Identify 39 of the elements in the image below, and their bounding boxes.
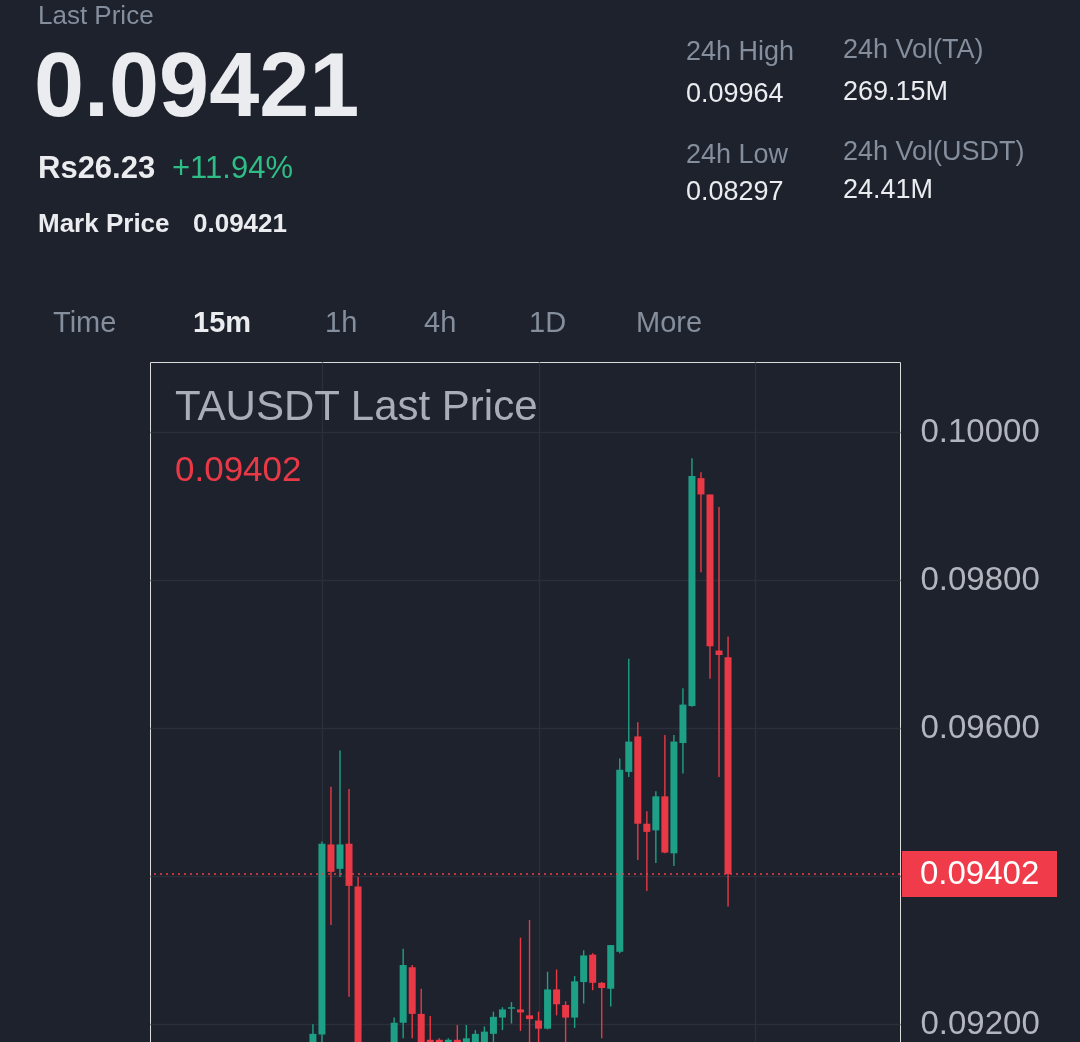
text: 24h High <box>686 36 795 66</box>
text: 0.09421 <box>193 208 287 238</box>
y-tick-label: 0.10000 <box>920 412 1040 450</box>
text: Rs26.23 <box>38 150 156 185</box>
candlestick <box>489 1010 497 1042</box>
ref-line-label: 0.09402 <box>920 854 1040 892</box>
y-tick-label: 0.09600 <box>920 708 1040 746</box>
text: 4h <box>424 306 457 338</box>
text: 0.09402 <box>175 449 302 488</box>
candlestick <box>535 1010 543 1042</box>
text: 0.08297 <box>686 176 784 206</box>
y-tick-label: 0.09800 <box>920 560 1040 598</box>
candlestick <box>562 1000 570 1042</box>
candlestick <box>507 1001 515 1025</box>
text: 269.15M <box>843 76 949 106</box>
text: 1D <box>529 306 567 338</box>
candlestick <box>390 1016 398 1042</box>
candlestick <box>553 968 561 1017</box>
text: More <box>636 306 703 338</box>
candlestick <box>715 506 723 778</box>
text: 24.41M <box>843 174 934 204</box>
text: 24h Vol(TA) <box>843 34 984 64</box>
text: 0.09421 <box>34 35 360 135</box>
y-tick-label: 0.09200 <box>920 1004 1040 1041</box>
text: Last Price <box>38 0 154 30</box>
text: Mark Price <box>38 208 170 238</box>
text: 24h Vol(USDT) <box>843 136 1025 166</box>
text: 15m <box>193 306 252 338</box>
candlestick <box>598 981 606 1039</box>
text: TAUSDT Last Price <box>175 382 538 429</box>
text: 24h Low <box>686 139 789 169</box>
candlestick <box>498 1006 506 1031</box>
text: Time <box>53 306 117 338</box>
candlestick <box>697 471 705 573</box>
text: 1h <box>325 306 358 338</box>
text: +11.94% <box>172 150 293 185</box>
candlestick <box>526 919 534 1042</box>
candlestick <box>516 936 524 1032</box>
text: 0.09964 <box>686 78 784 108</box>
